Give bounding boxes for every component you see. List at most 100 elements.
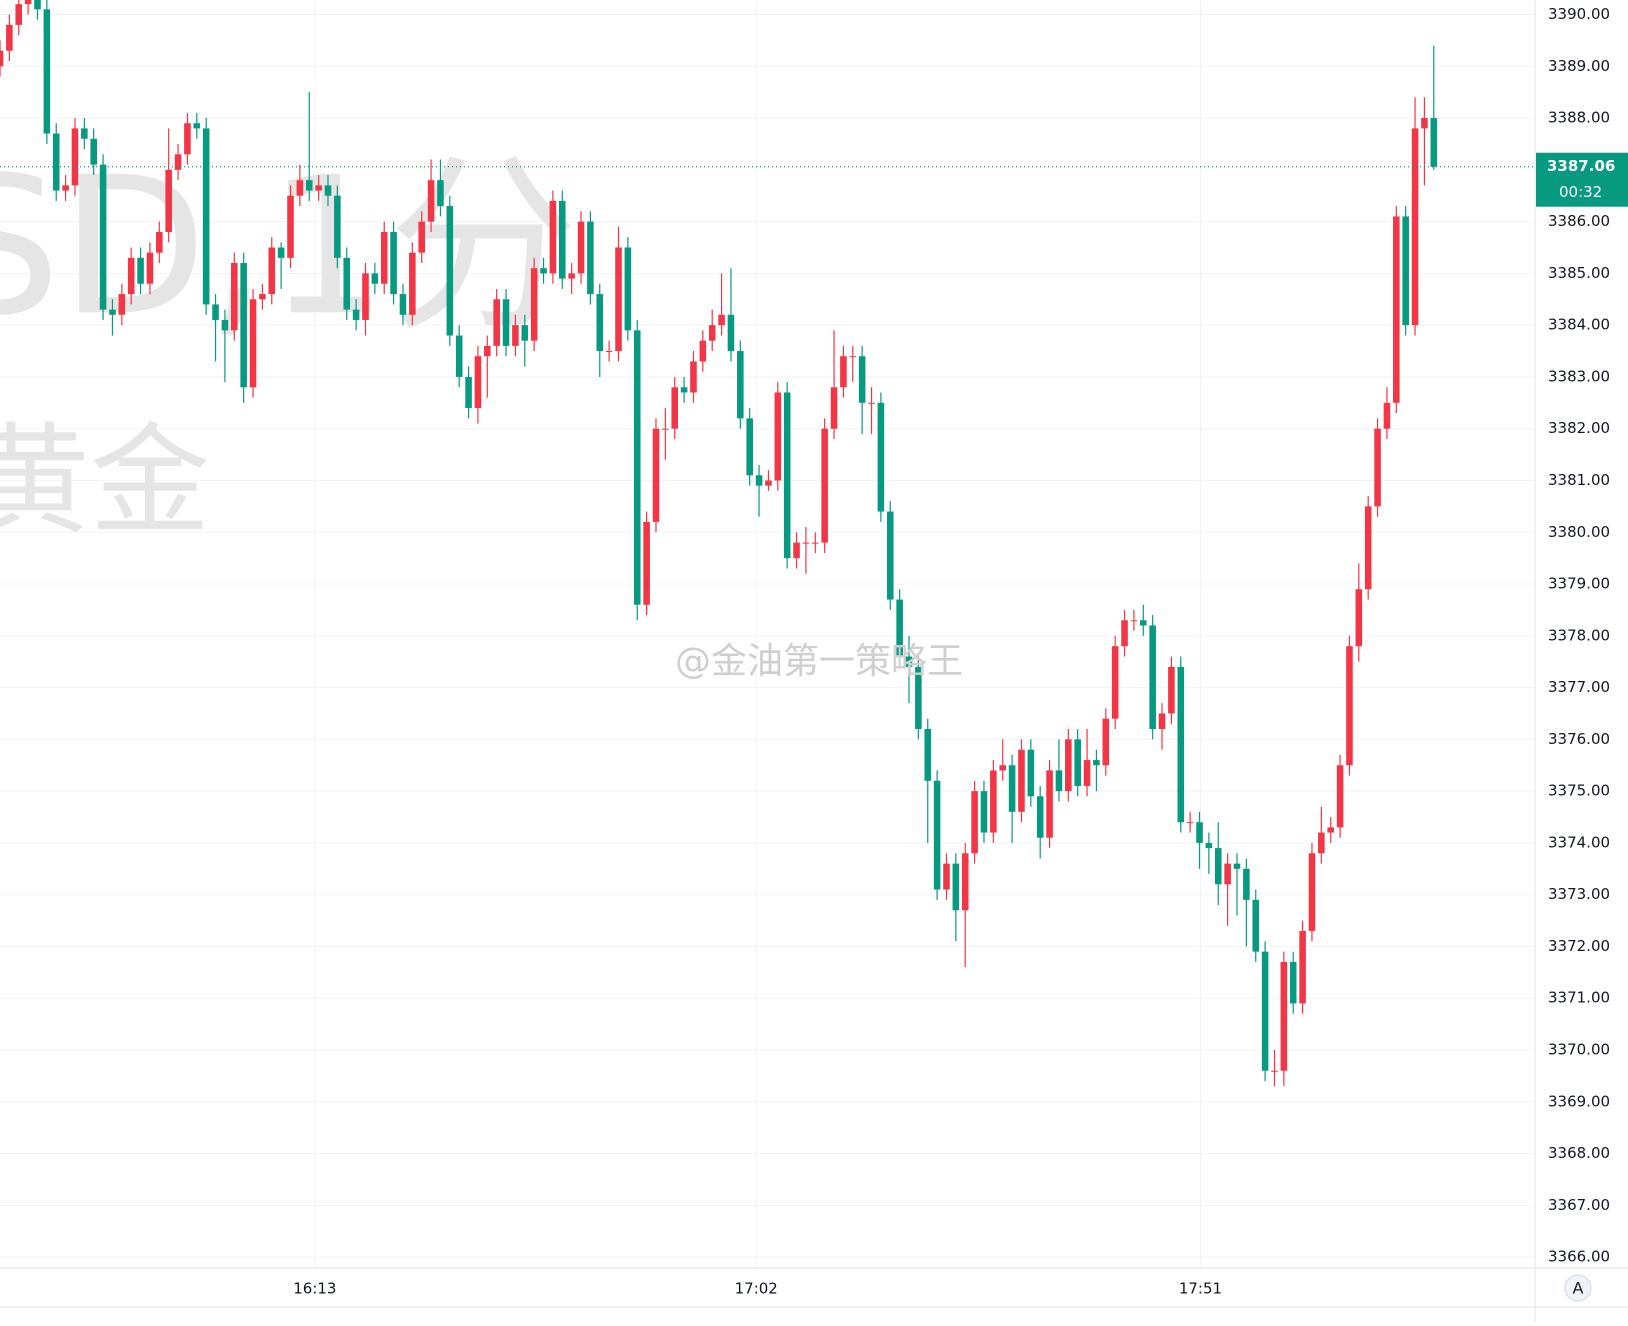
candle-body [933,780,941,890]
candle-body [755,475,763,486]
candle-body [1374,428,1381,507]
candle-body [427,180,435,222]
candle-body [1224,863,1231,885]
y-tick-label: 3376.00 [1548,730,1610,748]
candle-body [821,428,828,543]
candle-body [343,257,351,310]
candle-body [1402,216,1409,326]
candle-body [1055,770,1063,792]
candle-body [62,185,69,191]
candle-body [596,294,604,352]
candle-body [971,791,978,854]
candle-body [746,418,753,476]
grid [0,0,1535,1268]
candle-body [1111,646,1119,719]
candle-body [352,309,360,320]
candle-body [1383,402,1391,429]
candle-body [858,356,866,403]
candle-body [521,325,529,341]
candle-body [409,252,416,315]
candle-body [52,133,60,191]
candle-body [1411,128,1419,326]
y-tick-label: 3388.00 [1548,109,1610,127]
candle-body [465,376,472,408]
candle-body [305,180,313,191]
candle-body [662,428,669,430]
y-tick-label: 3369.00 [1548,1092,1610,1110]
candle-body [268,247,276,295]
y-tick-label: 3385.00 [1548,264,1610,282]
y-tick-label: 3377.00 [1548,678,1610,696]
candle-body [1318,832,1325,854]
candle-body [624,247,632,331]
candle-body [212,304,219,320]
candle-body [259,294,266,300]
y-tick-label: 3371.00 [1548,989,1610,1007]
y-tick-label: 3366.00 [1548,1248,1610,1266]
candle-body [1393,216,1400,403]
candle-body [952,863,960,911]
candle-body [418,221,425,253]
y-tick-label: 3379.00 [1548,575,1610,593]
candle-body [605,351,613,353]
candle-body [24,0,32,5]
candle-body [399,294,407,315]
candle-body [1233,863,1241,869]
candle-body [671,387,679,429]
candle-body [587,221,594,295]
candle-body [240,263,247,388]
candle-body [362,273,369,320]
candle-body [502,299,510,346]
scale-button[interactable] [1564,1274,1592,1302]
y-tick-label: 3370.00 [1548,1041,1610,1059]
last-price-label: 3387.06 [1547,157,1615,175]
candles [0,0,1438,1087]
candle-body [146,252,154,284]
candle-body [1289,962,1297,1004]
candle-body [1065,739,1072,792]
scale-button-label[interactable]: A [1573,1279,1584,1298]
candle-body [699,340,707,362]
candle-body [1168,666,1175,714]
candle-body [615,247,622,352]
candle-body [221,319,229,331]
candle-body [1008,765,1016,812]
candle-body [109,309,116,315]
candle-body [774,392,782,481]
candle-body [71,128,79,186]
candle-body [1430,118,1438,167]
y-tick-label: 3367.00 [1548,1196,1610,1214]
candle-body [474,356,482,408]
candle-body [1046,770,1053,838]
candle-body [708,325,716,341]
candle-body [15,4,23,25]
candle-body [118,294,126,315]
candle-body [558,200,566,279]
axes: 3366.00 3367.00 3368.00 3369.00 3370.00 3371.… [0,5,1628,1298]
candle-body [484,345,491,357]
candle-body [184,123,191,155]
candle-body [549,200,557,274]
candle-body [1205,842,1213,849]
candle-body [1083,760,1091,786]
candle-body [1149,625,1156,730]
candle-body [540,268,547,274]
last-price-box [1536,152,1628,207]
candle-body [156,231,163,253]
candle-body [137,257,144,284]
candle-body [812,542,819,544]
candle-body [230,263,238,331]
candle-body [437,180,444,207]
candle-body [1336,765,1344,828]
candle-body [493,299,500,346]
y-tick-label: 3380.00 [1548,523,1610,541]
candle-body [1018,749,1025,812]
candle-body [1130,620,1138,622]
y-tick-label: 3381.00 [1548,471,1610,489]
candle-body [1027,749,1035,797]
y-tick-label: 3375.00 [1548,782,1610,800]
candle-body [127,257,135,295]
candle-body [1421,118,1428,129]
y-tick-label: 3386.00 [1548,212,1610,230]
